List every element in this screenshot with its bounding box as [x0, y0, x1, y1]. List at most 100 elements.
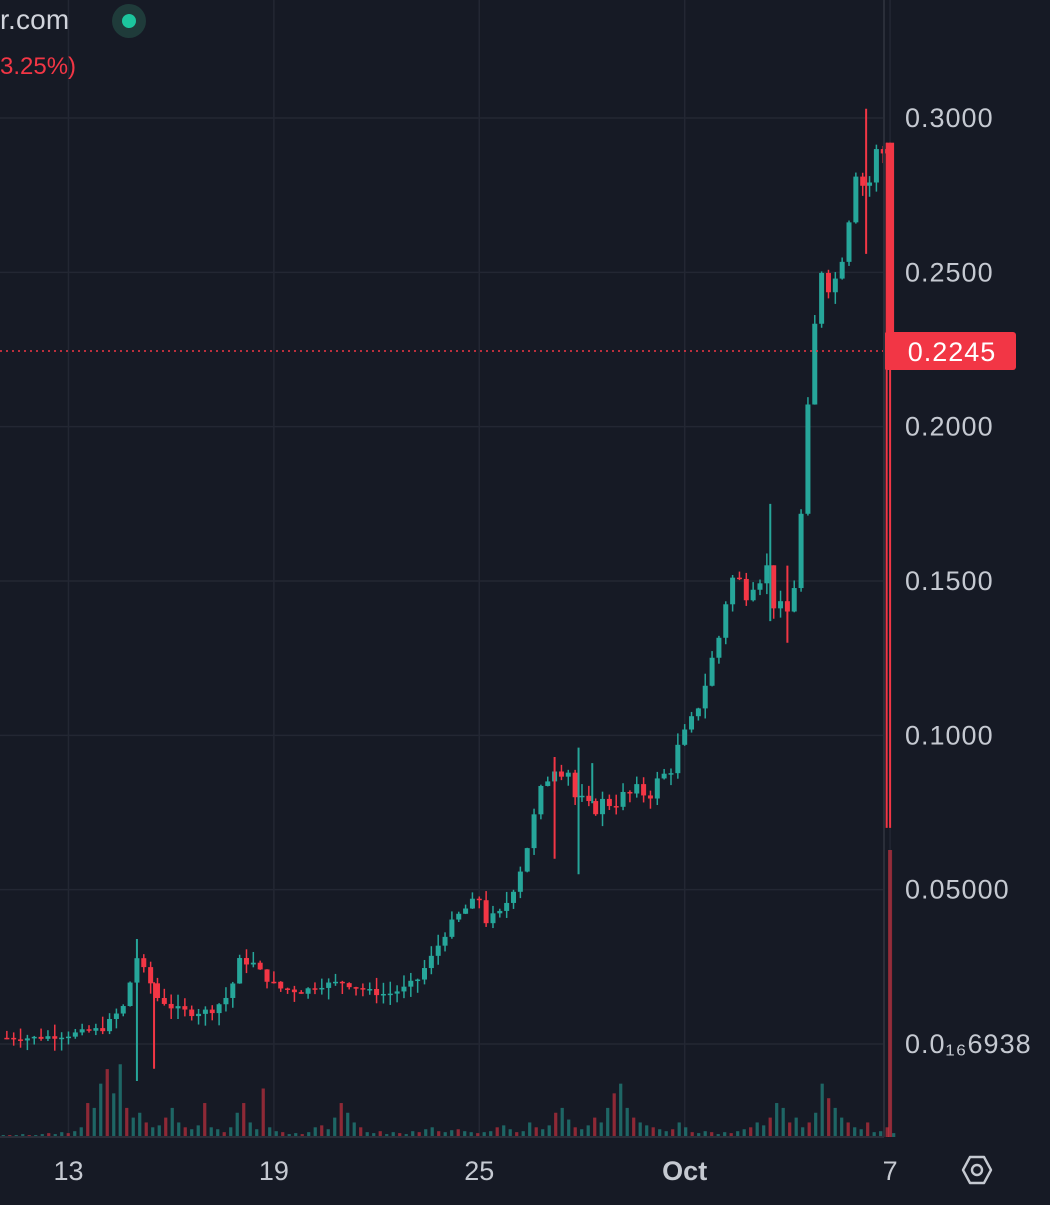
- volume-bar: [424, 1129, 428, 1137]
- candle-body: [476, 898, 482, 901]
- candle-body: [538, 785, 544, 815]
- candle-body: [524, 848, 530, 872]
- y-tick-label: 0.1000: [905, 720, 994, 750]
- y-tick-label: 0.2000: [905, 412, 994, 442]
- volume-bar: [560, 1107, 564, 1137]
- volume-bar: [164, 1117, 168, 1137]
- candle-body: [654, 778, 660, 799]
- y-tick-label: 0.05000: [905, 875, 1010, 905]
- candle-body: [346, 983, 352, 988]
- volume-bar: [463, 1131, 467, 1137]
- x-tick-label: 19: [259, 1156, 289, 1186]
- candle-body: [243, 958, 249, 965]
- candle-body: [230, 983, 236, 998]
- volume-bar: [157, 1125, 161, 1137]
- volume-bar: [274, 1131, 278, 1137]
- candle-body: [271, 981, 277, 984]
- volume-bar: [690, 1132, 694, 1137]
- volume-bar: [736, 1131, 740, 1137]
- volume-bar: [105, 1069, 109, 1137]
- volume-bar: [606, 1107, 610, 1137]
- volume-bar: [651, 1127, 655, 1137]
- candle-body: [380, 994, 386, 996]
- x-tick-label: 7: [883, 1156, 898, 1186]
- candle-body: [675, 744, 681, 774]
- candle-body: [682, 729, 688, 745]
- volume-bar: [612, 1093, 616, 1137]
- volume-bar: [287, 1134, 291, 1137]
- chart-settings-button[interactable]: [959, 1152, 995, 1188]
- volume-bar: [339, 1103, 343, 1137]
- candle-body: [771, 565, 777, 609]
- candle-body: [545, 781, 551, 786]
- volume-bar: [352, 1122, 356, 1137]
- candle-body: [511, 891, 517, 903]
- volume-bar: [482, 1132, 486, 1137]
- volume-bar: [359, 1127, 363, 1137]
- candle-body: [45, 1036, 51, 1039]
- volume-bar: [183, 1127, 187, 1137]
- volume-bar: [242, 1103, 246, 1137]
- volume-bar: [554, 1112, 558, 1137]
- candle-body: [394, 991, 400, 994]
- volume-bar: [177, 1122, 181, 1137]
- candle-body: [613, 806, 619, 808]
- volume-bar: [268, 1127, 272, 1137]
- candle-body: [504, 902, 510, 911]
- candle-body: [305, 988, 311, 994]
- candle-body: [278, 981, 284, 989]
- last-price-label: 0.2245: [908, 337, 997, 367]
- volume-bar: [859, 1129, 863, 1137]
- candle-body: [778, 601, 784, 609]
- volume-bar: [827, 1098, 831, 1137]
- candle-body: [593, 801, 599, 815]
- last-price-line: 0.2245: [0, 332, 1016, 371]
- candle-body: [565, 772, 571, 777]
- candle-body: [819, 272, 825, 324]
- volume-bar: [515, 1132, 519, 1137]
- volume-bar: [398, 1133, 402, 1137]
- candle-body: [298, 992, 304, 994]
- volume-bar: [222, 1132, 226, 1137]
- candle-body: [469, 898, 475, 909]
- candle-body: [353, 987, 359, 989]
- candle-body: [250, 962, 256, 965]
- volume-bar: [820, 1083, 824, 1137]
- volume-bar: [625, 1107, 629, 1137]
- volume-bar: [92, 1107, 96, 1137]
- volume-bar: [125, 1107, 129, 1137]
- price-change-percent: 3.25%): [0, 53, 77, 80]
- volume-bar: [872, 1132, 876, 1137]
- candle-body: [606, 798, 612, 807]
- candle-body: [189, 1009, 195, 1017]
- volume-bar: [638, 1122, 642, 1137]
- candle-body: [291, 989, 297, 993]
- volume-bar: [489, 1131, 493, 1137]
- candle-body: [202, 1009, 208, 1014]
- candle-body: [730, 577, 736, 605]
- volume-bar: [697, 1133, 701, 1137]
- candle-body: [11, 1037, 17, 1040]
- volume-bar: [768, 1117, 772, 1137]
- candle-body: [689, 716, 695, 730]
- candle-body: [634, 784, 640, 794]
- candle-body: [620, 791, 626, 807]
- volume-bar: [190, 1129, 194, 1137]
- candle-body: [641, 784, 647, 796]
- volume-bar: [619, 1083, 623, 1137]
- volume-bar: [469, 1132, 473, 1137]
- candle-body: [93, 1028, 99, 1031]
- x-tick-label: Oct: [662, 1156, 707, 1186]
- volume-bar: [632, 1117, 636, 1137]
- volume-bar: [749, 1127, 753, 1137]
- candle-body: [668, 773, 674, 775]
- volume-bar: [131, 1117, 135, 1137]
- candle-body: [490, 913, 496, 924]
- volume-bar: [326, 1129, 330, 1137]
- grid-layer: [0, 0, 891, 1137]
- volume-bar: [853, 1127, 857, 1137]
- volume-bar: [528, 1122, 532, 1137]
- candle-body: [743, 578, 749, 601]
